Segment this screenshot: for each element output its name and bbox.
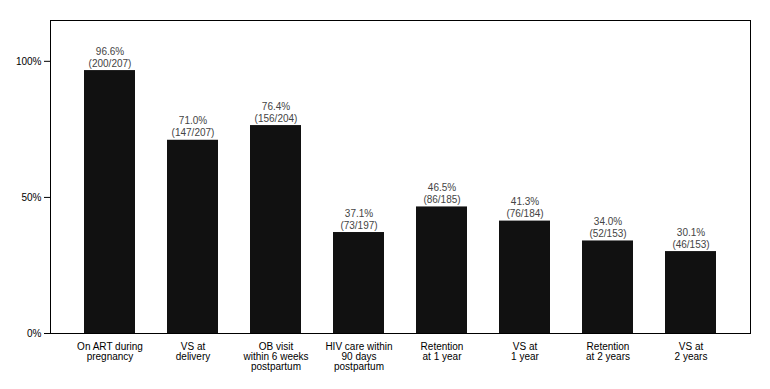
svg-text:HIV care within90 dayspostpart: HIV care within90 dayspostpartum (325, 341, 392, 372)
svg-text:34.0%(52/153): 34.0%(52/153) (589, 216, 626, 239)
svg-text:96.6%(200/207): 96.6%(200/207) (89, 46, 132, 69)
svg-text:76.4%(156/204): 76.4%(156/204) (255, 101, 298, 124)
svg-text:50%: 50% (21, 192, 41, 203)
svg-text:46.5%(86/185): 46.5%(86/185) (423, 182, 460, 205)
svg-text:VS atdelivery: VS atdelivery (176, 341, 210, 362)
svg-text:VS at2 years: VS at2 years (675, 341, 708, 362)
svg-text:41.3%(76/184): 41.3%(76/184) (506, 196, 543, 219)
svg-text:OB visitwithin 6 weekspostpart: OB visitwithin 6 weekspostpartum (242, 341, 308, 372)
svg-text:0%: 0% (27, 328, 42, 339)
svg-text:37.1%(73/197): 37.1%(73/197) (340, 208, 377, 231)
svg-text:30.1%(46/153): 30.1%(46/153) (672, 227, 709, 250)
svg-text:71.0%(147/207): 71.0%(147/207) (172, 115, 215, 138)
svg-text:On ART duringpregnancy: On ART duringpregnancy (77, 341, 143, 362)
svg-text:Retentionat 1 year: Retentionat 1 year (421, 341, 464, 362)
svg-text:VS at1 year: VS at1 year (511, 341, 539, 362)
svg-text:Retentionat 2 years: Retentionat 2 years (586, 341, 630, 362)
svg-text:100%: 100% (16, 56, 42, 67)
